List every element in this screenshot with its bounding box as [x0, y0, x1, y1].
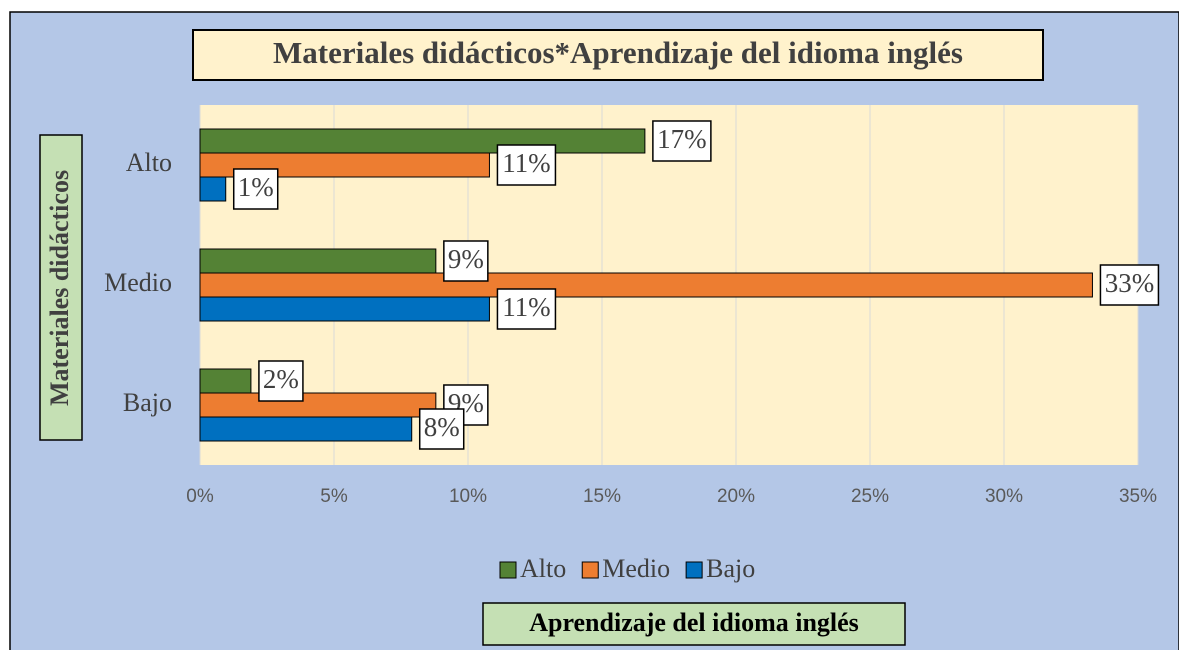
- x-tick-label: 15%: [583, 486, 621, 507]
- data-label: 1%: [238, 172, 274, 202]
- data-label-box: [1099, 264, 1160, 306]
- bar: [199, 248, 437, 274]
- data-label-box: [443, 240, 489, 282]
- legend-swatch: [581, 561, 599, 579]
- legend-label: Bajo: [706, 554, 755, 583]
- data-label: 11%: [502, 292, 551, 322]
- y-tick-label: Medio: [104, 268, 172, 297]
- bar: [199, 392, 437, 418]
- bar: [199, 272, 1093, 298]
- legend-swatch: [499, 561, 517, 579]
- x-title-box: [482, 602, 906, 646]
- data-label-box: [496, 144, 557, 186]
- x-tick-label: 25%: [851, 486, 889, 507]
- bar: [199, 368, 252, 394]
- data-label: 9%: [448, 244, 484, 274]
- y-tick-label: Alto: [126, 148, 172, 177]
- data-label: 17%: [657, 124, 707, 154]
- x-tick-label: 20%: [717, 486, 755, 507]
- bar: [199, 176, 227, 202]
- x-axis-title: Aprendizaje del idioma inglés: [529, 608, 859, 637]
- bar: [199, 296, 490, 322]
- data-label-box: [418, 408, 465, 450]
- data-label-box: [652, 120, 712, 162]
- data-label-box: [258, 360, 304, 402]
- data-label: 2%: [263, 364, 299, 394]
- data-label-box: [232, 168, 279, 210]
- x-tick-label: 35%: [1119, 486, 1157, 507]
- y-axis-title: Materiales didácticos: [45, 170, 74, 406]
- legend-swatch: [685, 561, 703, 579]
- legend-label: Alto: [520, 554, 566, 583]
- x-tick-label: 30%: [985, 486, 1023, 507]
- title-box: [192, 29, 1044, 81]
- data-label-box: [496, 288, 557, 330]
- data-label: 8%: [424, 412, 460, 442]
- legend-label: Medio: [602, 554, 670, 583]
- x-tick-label: 0%: [186, 486, 214, 507]
- x-tick-label: 5%: [320, 486, 348, 507]
- bar: [199, 416, 413, 442]
- y-title-box: [39, 134, 83, 441]
- bar: [199, 128, 646, 154]
- x-tick-label: 10%: [449, 486, 487, 507]
- data-label: 33%: [1105, 268, 1155, 298]
- chart-title: Materiales didácticos*Aprendizaje del id…: [273, 35, 963, 70]
- y-tick-label: Bajo: [123, 388, 172, 417]
- data-label: 11%: [502, 148, 551, 178]
